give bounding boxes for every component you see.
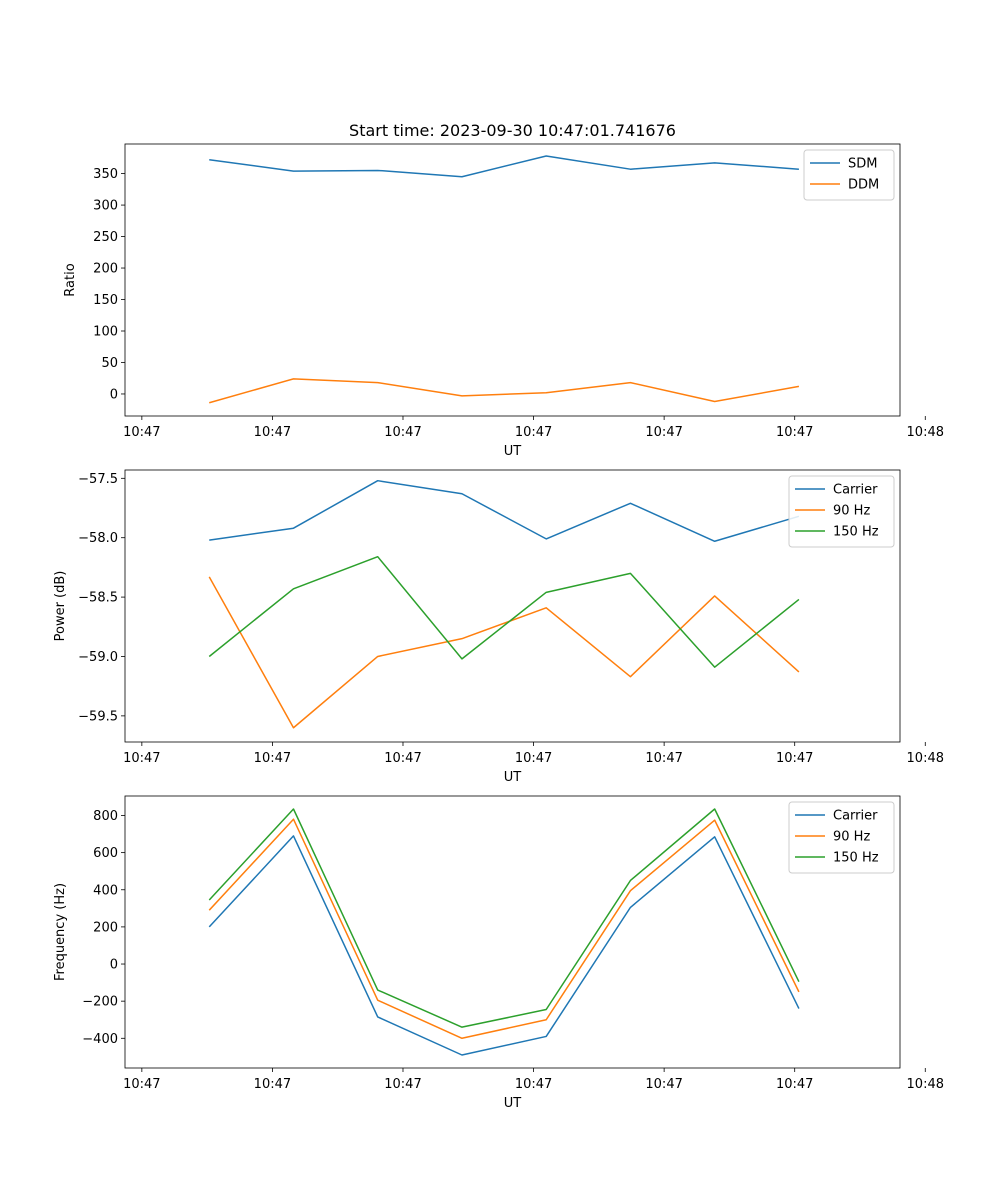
legend-label: DDM (848, 178, 879, 193)
y-tick-label: −58.5 (78, 591, 118, 606)
y-tick-label: 300 (93, 199, 118, 214)
x-tick-label: 10:48 (907, 751, 944, 766)
y-axis-label: Ratio (63, 263, 78, 296)
axes-frame (124, 469, 901, 743)
x-tick-label: 10:47 (645, 1077, 682, 1092)
y-tick-label: 0 (110, 387, 118, 402)
x-tick-label: 10:47 (123, 751, 160, 766)
x-tick-label: 10:47 (123, 425, 160, 440)
y-tick-label: −58.0 (78, 531, 118, 546)
x-tick-label: 10:48 (907, 425, 944, 440)
x-tick-label: 10:47 (254, 1077, 291, 1092)
x-tick-label: 10:47 (254, 425, 291, 440)
y-tick-label: 350 (93, 167, 118, 182)
y-tick-label: −57.5 (78, 472, 118, 487)
x-tick-label: 10:47 (645, 425, 682, 440)
series-line-90-hz (208, 576, 800, 729)
y-tick-label: 600 (93, 846, 118, 861)
x-axis-label: UT (504, 1096, 522, 1111)
y-tick-label: 100 (93, 325, 118, 340)
y-tick-label: 800 (93, 809, 118, 824)
x-tick-label: 10:47 (515, 1077, 552, 1092)
y-tick-label: 150 (93, 293, 118, 308)
series-line-carrier (209, 479, 800, 543)
chart-title: Start time: 2023-09-30 10:47:01.741676 (349, 121, 676, 140)
x-tick-label: 10:47 (515, 425, 552, 440)
y-tick-label: −59.5 (78, 709, 118, 724)
y-tick-label: −59.0 (78, 650, 118, 665)
x-tick-label: 10:47 (254, 751, 291, 766)
x-tick-label: 10:47 (123, 1077, 160, 1092)
frequency-panel: −400 −200 0 200 400 600 800 10:47 10:47 10:47 10:4… (53, 795, 944, 1111)
x-tick-label: 10:47 (645, 751, 682, 766)
series-line-carrier (208, 835, 800, 1056)
y-tick-label: 400 (93, 883, 118, 898)
x-axis-label: UT (504, 444, 522, 459)
y-tick-label: −200 (82, 995, 118, 1010)
legend: Carrier 90 Hz 150 Hz (788, 475, 895, 548)
x-tick-label: 10:47 (384, 751, 421, 766)
legend: SDM DDM (803, 149, 895, 201)
series-line-ddm (209, 378, 800, 404)
axes-frame (124, 795, 901, 1069)
series-line-sdm (209, 155, 799, 178)
y-axis-label: Power (dB) (53, 571, 68, 642)
y-tick-label: 250 (93, 230, 118, 245)
x-tick-label: 10:48 (907, 1077, 944, 1092)
x-tick-label: 10:47 (515, 751, 552, 766)
series-line-150-hz (208, 808, 800, 1028)
ratio-panel: 0 50 100 150 200 250 300 350 10:47 10:47 10:47 10:4… (63, 143, 944, 459)
x-tick-label: 10:47 (776, 1077, 813, 1092)
power-panel: −59.5 −59.0 −58.5 −58.0 −57.5 10:47 10:47 10:47… (53, 469, 944, 785)
x-tick-label: 10:47 (384, 1077, 421, 1092)
y-tick-label: 0 (110, 958, 118, 973)
x-tick-label: 10:47 (776, 425, 813, 440)
y-tick-label: −400 (82, 1032, 118, 1047)
series-line-150-hz (208, 555, 800, 668)
legend-box (788, 801, 895, 874)
axes-frame (124, 143, 901, 417)
legend-label: 150 Hz (833, 525, 879, 540)
x-axis-label: UT (504, 770, 522, 785)
x-tick-label: 10:47 (776, 751, 813, 766)
legend: Carrier 90 Hz 150 Hz (788, 801, 895, 874)
legend-label: Carrier (833, 483, 878, 498)
y-tick-label: 50 (101, 356, 118, 371)
legend-label: Carrier (833, 809, 878, 824)
legend-label: SDM (848, 157, 877, 172)
x-tick-label: 10:47 (384, 425, 421, 440)
legend-box (788, 475, 895, 548)
legend-label: 90 Hz (833, 504, 870, 519)
series-line-90-hz (208, 818, 800, 1040)
y-tick-label: 200 (93, 262, 118, 277)
legend-label: 150 Hz (833, 851, 879, 866)
y-axis-label: Frequency (Hz) (53, 883, 68, 981)
y-tick-label: 200 (93, 920, 118, 935)
legend-label: 90 Hz (833, 830, 870, 845)
